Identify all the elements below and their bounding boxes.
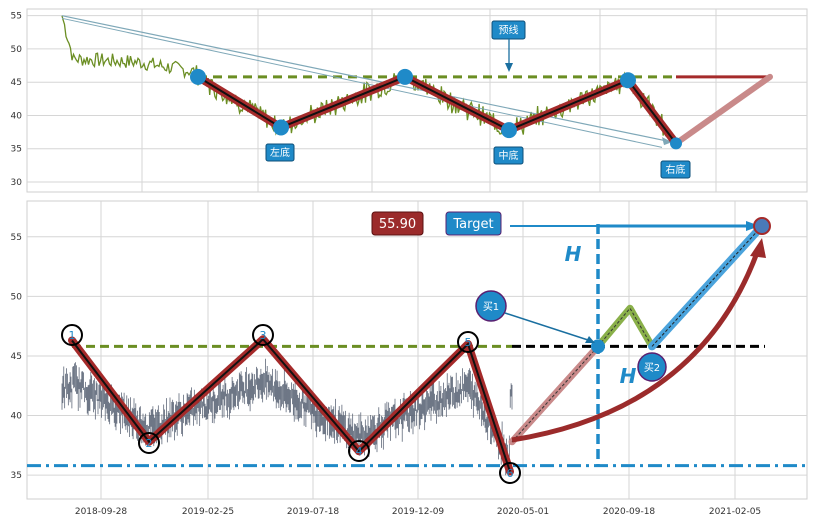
bottom-pivot-number: 5 <box>465 336 472 349</box>
bottom-x-tick-label: 2021-02-05 <box>709 507 761 517</box>
top-label-mid-bottom: 中底 <box>499 149 519 162</box>
bottom-x-tick-label: 2020-09-18 <box>603 507 656 517</box>
bottom-pivot-ring <box>61 324 83 346</box>
bottom-curved-arrowhead <box>750 238 766 258</box>
bottom-pivot-number: 1 <box>69 329 76 342</box>
bottom-pattern-zigzag-core <box>71 337 511 472</box>
bottom-x-tick-label: 2019-12-09 <box>392 507 445 517</box>
bottom-pivot-number: 2 <box>146 437 153 450</box>
buy2-bubble <box>637 352 667 382</box>
target-value-box <box>371 211 424 236</box>
bottom-projection-rise-core <box>511 346 599 443</box>
top-pivot-marker <box>501 122 517 139</box>
top-trend-line-a <box>61 15 673 143</box>
top-pattern-zigzag-core <box>197 75 677 145</box>
target-value-label: 55.90 <box>379 217 416 232</box>
top-projection-line <box>673 73 773 147</box>
top-pivot-marker <box>670 137 682 150</box>
bottom-pivot-points: 1 2 3 4 5 6 <box>61 217 771 484</box>
top-grid <box>27 9 807 192</box>
bottom-pivot-ring <box>499 462 521 484</box>
top-pivot-points <box>190 68 682 150</box>
bottom-y-tick-label: 55 <box>11 233 22 243</box>
bottom-y-tick-label: 50 <box>11 292 23 302</box>
buy1-arrowhead <box>585 336 595 343</box>
bottom-plot-area <box>26 200 808 500</box>
bottom-curved-arrow <box>511 249 761 443</box>
bottom-pivot-ring <box>252 324 274 346</box>
top-y-tick-label: 35 <box>11 145 22 155</box>
buy1-label: 买1 <box>483 301 499 313</box>
top-y-tick-label: 30 <box>11 178 23 188</box>
top-label-right-bottom-box <box>660 160 691 179</box>
buy1-arrow-shaft <box>504 312 589 341</box>
bottom-grid <box>27 201 807 499</box>
top-y-tick-label: 45 <box>11 78 22 88</box>
h-label-lower: H <box>620 364 637 388</box>
bottom-x-tick-label: 2019-07-18 <box>287 507 340 517</box>
top-label-left-bottom-box <box>265 143 295 162</box>
target-label: Target <box>452 217 493 232</box>
h-label-upper: H <box>565 242 582 266</box>
bottom-y-tick-label: 45 <box>11 352 22 362</box>
bottom-x-tick-label: 2019-02-25 <box>182 507 234 517</box>
top-trend-line-b <box>61 17 663 148</box>
top-trend-arrowhead <box>662 137 672 146</box>
bottom-pivot-number: 4 <box>356 445 363 458</box>
top-pivot-marker <box>397 68 413 85</box>
bottom-pivot-number: 6 <box>507 467 514 480</box>
bottom-breakout-line-core <box>651 225 763 347</box>
bottom-pivot-ring <box>138 432 160 454</box>
bottom-x-tick-label: 2018-09-28 <box>75 507 128 517</box>
top-pivot-marker <box>273 119 289 136</box>
bottom-pivot-ring <box>348 440 370 462</box>
target-label-box <box>445 211 502 236</box>
top-neck-arrowhead <box>505 63 513 72</box>
top-y-tick-label: 50 <box>11 45 23 55</box>
top-label-left-bottom: 左底 <box>270 146 290 159</box>
top-pivot-marker <box>190 68 206 85</box>
buy2-label: 买2 <box>644 362 660 374</box>
top-label-mid-bottom-box <box>493 146 524 165</box>
top-y-ticks: 30 35 40 45 50 55 <box>11 12 23 188</box>
top-pattern-lines <box>61 15 773 148</box>
top-pivot-marker <box>620 72 636 89</box>
bottom-target-point <box>753 217 771 236</box>
bottom-y-tick-label: 40 <box>11 412 23 422</box>
bottom-y-ticks: 35 40 45 50 55 <box>11 233 23 481</box>
top-y-tick-label: 55 <box>11 12 22 22</box>
top-label-right-bottom: 右底 <box>666 163 686 176</box>
bottom-annotations: 55.90 Target H H 买1 买2 <box>371 211 667 388</box>
bottom-pattern-lines <box>27 221 807 476</box>
buy1-bubble <box>475 290 507 322</box>
bottom-pivot-number: 3 <box>260 329 267 342</box>
top-label-neckline: 预线 <box>499 24 519 37</box>
top-y-tick-label: 40 <box>11 111 23 121</box>
bottom-pivot-ring <box>457 331 479 353</box>
bottom-x-ticks: 2018-09-28 2019-02-25 2019-07-18 2019-12-09… <box>75 507 761 517</box>
bottom-retest-zigzag-core <box>597 307 653 347</box>
bottom-x-tick-label: 2020-05-01 <box>497 507 549 517</box>
bottom-y-tick-label: 35 <box>11 471 22 481</box>
